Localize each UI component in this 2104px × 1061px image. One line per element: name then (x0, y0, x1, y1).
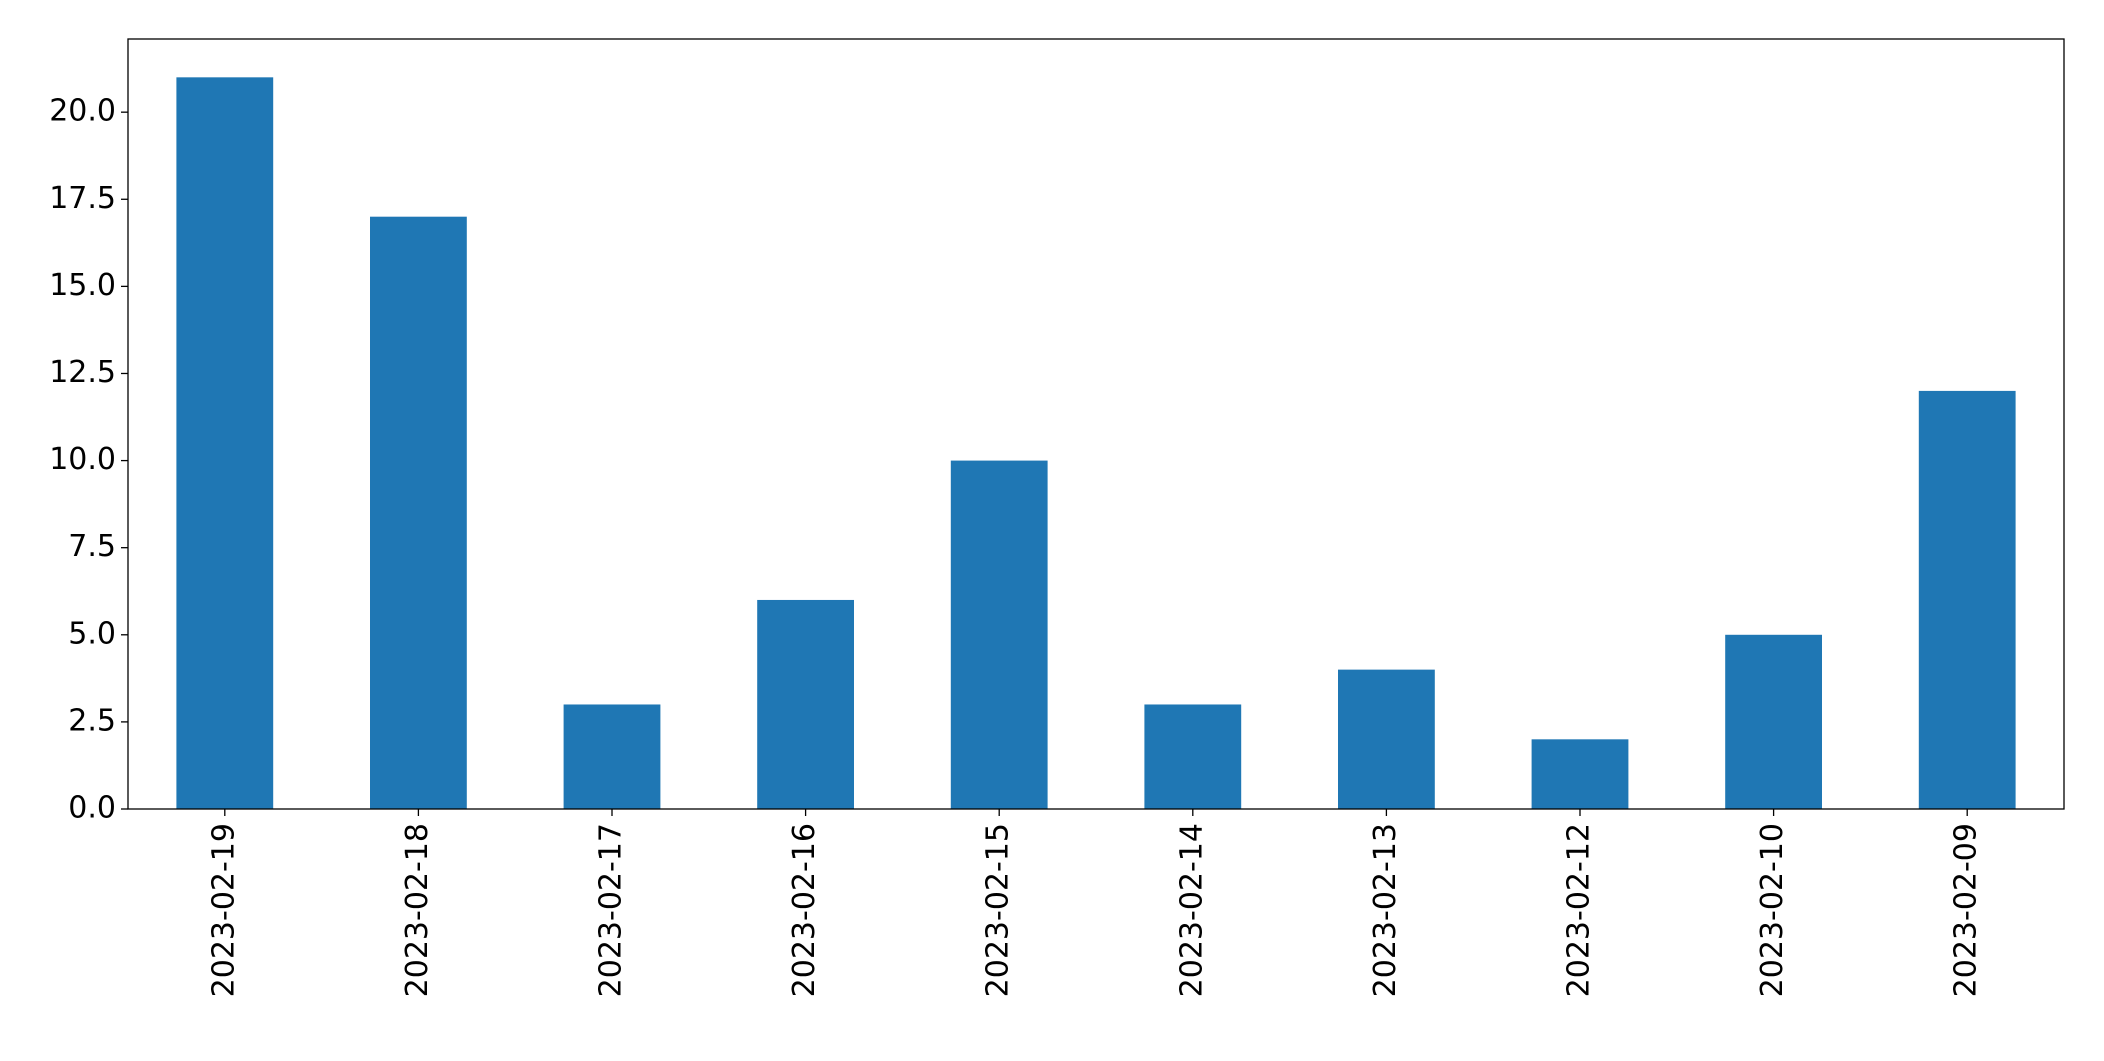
x-tick-label: 2023-02-09 (1949, 823, 1984, 997)
bar (950, 460, 1048, 809)
y-tick-label: 15.0 (49, 268, 116, 303)
x-tick-label: 2023-02-13 (1368, 823, 1403, 997)
bar (176, 77, 274, 809)
x-tick-label: 2023-02-12 (1562, 823, 1597, 997)
bar (1144, 704, 1242, 809)
bar (1531, 739, 1629, 809)
y-tick-label: 7.5 (68, 529, 116, 564)
bar (370, 216, 467, 809)
y-tick-label: 20.0 (49, 94, 116, 129)
bar (1918, 390, 2016, 809)
y-tick-label: 17.5 (49, 181, 116, 216)
x-tick-label: 2023-02-15 (981, 823, 1016, 997)
x-tick-label: 2023-02-14 (1174, 823, 1209, 997)
bar (563, 704, 661, 809)
y-tick-label: 12.5 (49, 355, 116, 390)
bar (757, 599, 854, 809)
x-tick-label: 2023-02-17 (594, 823, 629, 997)
x-tick-label: 2023-02-10 (1755, 823, 1790, 997)
y-tick-label: 5.0 (68, 616, 116, 651)
x-tick-label: 2023-02-19 (206, 823, 241, 997)
y-tick-label: 2.5 (68, 703, 116, 738)
bar (1725, 634, 1822, 809)
y-tick-label: 0.0 (68, 791, 116, 826)
x-tick-label: 2023-02-16 (787, 823, 822, 997)
x-tick-label: 2023-02-18 (400, 823, 435, 997)
plot-frame (127, 38, 2065, 810)
y-tick-label: 10.0 (49, 442, 116, 477)
bar (1338, 669, 1435, 809)
